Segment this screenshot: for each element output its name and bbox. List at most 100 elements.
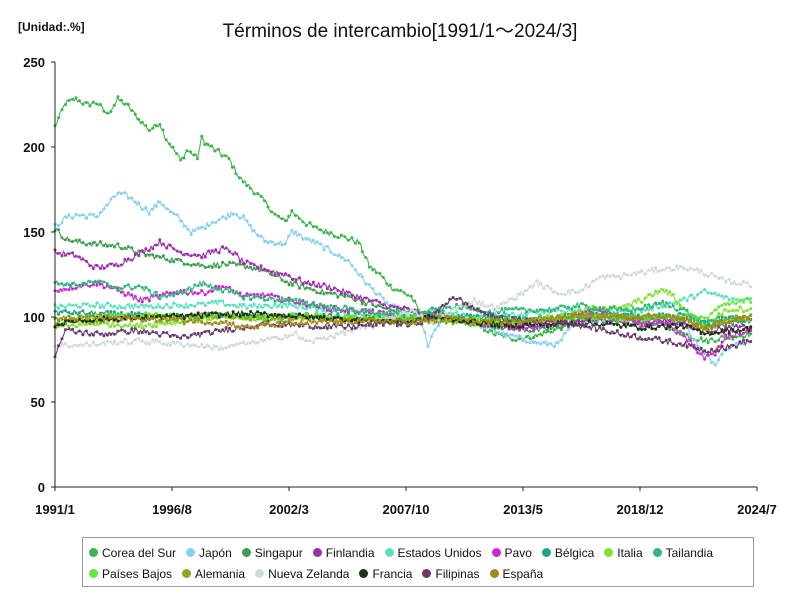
data-point	[223, 154, 227, 158]
data-point	[633, 316, 637, 320]
data-point	[116, 242, 120, 246]
data-point	[57, 290, 60, 293]
data-point	[280, 217, 284, 221]
data-point	[294, 330, 298, 334]
data-point	[252, 192, 256, 196]
data-point	[343, 317, 347, 321]
data-point	[643, 337, 647, 341]
data-point	[500, 323, 504, 327]
data-point	[605, 274, 609, 278]
data-point	[193, 253, 197, 257]
data-point	[185, 149, 189, 153]
data-point	[668, 328, 672, 332]
data-point	[731, 315, 735, 319]
data-point	[626, 315, 630, 318]
data-point	[329, 288, 333, 292]
data-point	[647, 268, 651, 272]
data-point	[130, 287, 134, 291]
data-point	[245, 307, 249, 311]
data-point	[280, 305, 284, 309]
data-point	[74, 212, 78, 216]
data-point	[297, 233, 301, 236]
data-point	[339, 330, 343, 334]
data-point	[305, 307, 308, 311]
y-tick-label: 250	[23, 55, 45, 70]
data-point	[511, 311, 514, 315]
data-point	[175, 152, 178, 156]
data-point	[224, 263, 228, 267]
data-point	[738, 299, 742, 302]
data-point	[214, 328, 218, 331]
data-point	[325, 244, 329, 248]
data-point	[77, 329, 81, 333]
data-point	[102, 266, 106, 270]
legend-label: Tailandia	[665, 545, 713, 560]
data-point	[675, 308, 679, 312]
data-point	[64, 342, 67, 345]
data-point	[346, 323, 350, 327]
legend-item: Italia	[604, 546, 643, 560]
data-point	[74, 96, 78, 100]
data-point	[696, 344, 700, 348]
data-point	[552, 322, 556, 326]
data-point	[137, 331, 141, 335]
data-point	[179, 290, 183, 294]
data-point	[308, 319, 312, 323]
series-layer	[53, 95, 753, 367]
data-point	[210, 347, 214, 351]
data-point	[287, 296, 291, 300]
data-point	[601, 313, 605, 317]
data-point	[552, 318, 556, 322]
data-point	[703, 325, 707, 329]
data-point	[71, 240, 74, 243]
data-point	[640, 269, 644, 272]
data-point	[151, 317, 155, 321]
data-point	[263, 298, 267, 302]
data-point	[105, 301, 109, 305]
data-point	[217, 285, 221, 288]
data-point	[689, 293, 693, 297]
data-point	[692, 346, 696, 349]
data-point	[238, 262, 242, 266]
data-point	[298, 336, 301, 340]
data-point	[696, 293, 700, 297]
data-point	[563, 314, 567, 318]
data-point	[210, 322, 214, 326]
data-point	[388, 320, 392, 324]
data-point	[371, 299, 375, 303]
data-point	[636, 316, 640, 320]
data-point	[305, 300, 308, 304]
data-point	[566, 305, 570, 309]
data-point	[60, 282, 64, 286]
legend-item: Alemania	[182, 567, 245, 581]
data-point	[601, 274, 605, 278]
data-point	[521, 338, 525, 342]
data-point	[731, 323, 735, 327]
data-point	[518, 319, 521, 323]
data-point	[214, 345, 218, 348]
data-point	[545, 317, 549, 321]
data-point	[392, 316, 396, 320]
data-point	[605, 321, 609, 325]
data-point	[416, 322, 420, 326]
data-point	[203, 322, 207, 326]
x-tick-label: 2018/12	[617, 502, 664, 517]
data-point	[207, 313, 211, 317]
data-point	[203, 293, 207, 297]
data-point	[399, 288, 403, 292]
data-point	[168, 321, 172, 325]
data-point	[77, 214, 81, 217]
data-point	[220, 154, 224, 158]
data-point	[661, 305, 665, 309]
data-point	[486, 313, 490, 317]
data-point	[81, 333, 85, 337]
data-point	[381, 316, 385, 320]
data-point	[214, 287, 218, 290]
data-point	[210, 286, 214, 290]
data-point	[84, 302, 88, 306]
data-point	[329, 231, 333, 234]
data-point	[385, 311, 389, 315]
data-point	[430, 306, 434, 310]
data-point	[608, 311, 612, 315]
data-point	[71, 251, 74, 255]
